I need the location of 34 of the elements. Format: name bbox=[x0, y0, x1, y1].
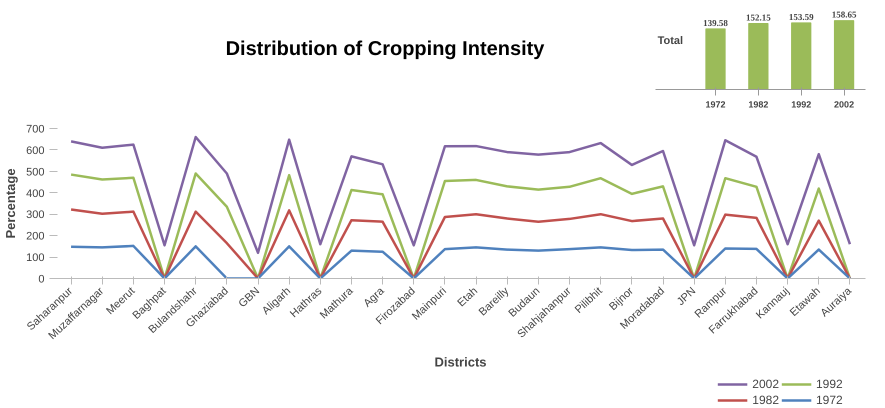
y-tick-label: 100 bbox=[26, 252, 45, 264]
legend-label: 1982 bbox=[752, 393, 779, 407]
bar bbox=[748, 22, 768, 90]
line-series bbox=[70, 172, 852, 278]
legend-label: 1972 bbox=[816, 393, 843, 407]
x-tick-label: Etah bbox=[455, 285, 480, 310]
y-tick-label: 600 bbox=[26, 144, 45, 157]
bar bbox=[791, 22, 812, 90]
x-tick-label: JPN bbox=[674, 285, 698, 308]
line-series bbox=[70, 136, 852, 254]
y-tick-label: 0 bbox=[38, 274, 45, 286]
x-tick-label: 1982 bbox=[748, 100, 768, 110]
y-tick-label: 700 bbox=[26, 124, 45, 136]
data-label: 152.15 bbox=[746, 12, 772, 22]
line-series bbox=[70, 244, 852, 278]
x-tick-label: 1972 bbox=[705, 100, 726, 110]
text: Total bbox=[658, 35, 684, 48]
data-label: 158.65 bbox=[832, 10, 857, 20]
x-tick-label: 1992 bbox=[791, 100, 812, 110]
y-tick-label: 500 bbox=[26, 166, 45, 178]
y-axis-title: Percentage bbox=[3, 168, 18, 239]
line-series bbox=[70, 208, 852, 278]
chart-title: Distribution of Cropping Intensity bbox=[226, 37, 544, 62]
x-tick-label: 2002 bbox=[834, 100, 854, 110]
data-label: 139.58 bbox=[703, 18, 728, 28]
data-label: 153.59 bbox=[788, 12, 814, 22]
y-tick-label: 200 bbox=[26, 230, 45, 243]
legend-label: 1992 bbox=[816, 377, 843, 391]
bar bbox=[705, 28, 726, 90]
y-tick-label: 400 bbox=[26, 188, 45, 200]
bar bbox=[834, 20, 854, 90]
y-tick-label: 300 bbox=[26, 209, 45, 222]
x-axis-title: Districts bbox=[434, 354, 487, 370]
legend-label: 2002 bbox=[752, 377, 779, 391]
